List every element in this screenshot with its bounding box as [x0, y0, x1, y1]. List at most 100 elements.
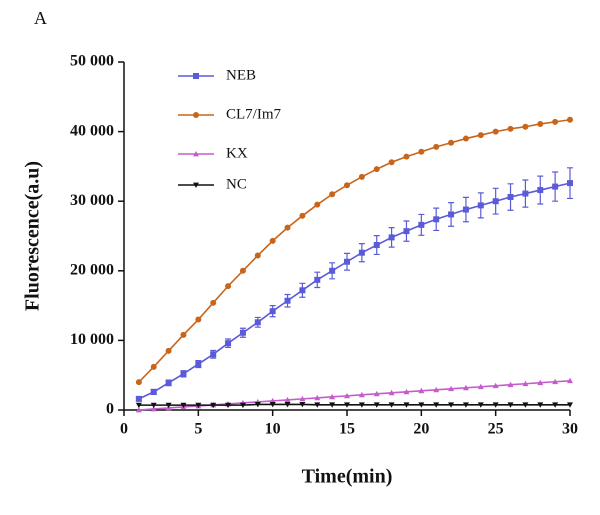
marker [284, 402, 291, 408]
marker [210, 299, 217, 306]
marker [239, 402, 246, 409]
y-tick-label: 40 000 [70, 122, 114, 139]
marker [403, 402, 410, 408]
marker [433, 386, 440, 393]
marker [254, 319, 261, 326]
marker [403, 388, 410, 395]
marker [507, 125, 514, 132]
marker [195, 361, 202, 368]
marker [135, 379, 142, 386]
marker [344, 182, 350, 189]
marker [522, 190, 529, 197]
marker [225, 340, 232, 347]
marker [329, 393, 336, 400]
marker [462, 384, 469, 391]
marker [448, 139, 455, 146]
marker [537, 379, 544, 386]
marker [344, 258, 350, 265]
marker [567, 116, 573, 123]
marker [150, 402, 157, 409]
marker [567, 402, 573, 408]
marker [522, 402, 529, 408]
marker [373, 242, 380, 249]
marker [433, 143, 440, 150]
series-line [138, 182, 571, 400]
marker [165, 347, 172, 354]
marker [165, 402, 172, 409]
legend-label: KX [226, 145, 248, 161]
legend-label: CL7/Im7 [226, 106, 281, 122]
panel-label: A [34, 8, 47, 28]
marker [522, 123, 529, 130]
series-line [138, 118, 571, 383]
marker [344, 402, 350, 408]
marker [314, 394, 321, 401]
y-tick-label: 20 000 [70, 261, 114, 278]
marker [165, 379, 172, 386]
marker [477, 383, 484, 390]
x-tick-label: 10 [265, 421, 281, 438]
marker [462, 206, 469, 213]
marker [537, 402, 544, 408]
marker [239, 329, 246, 336]
marker [358, 402, 365, 408]
marker [373, 390, 380, 397]
marker [299, 287, 306, 294]
marker [462, 402, 469, 408]
marker [299, 402, 306, 408]
x-axis-label: Time(min) [302, 466, 393, 488]
y-tick-label: 0 [106, 401, 114, 418]
marker [344, 392, 350, 399]
marker [193, 73, 199, 79]
marker [329, 191, 336, 198]
marker [388, 159, 395, 166]
marker [567, 377, 573, 384]
marker [552, 378, 559, 385]
marker [180, 331, 187, 338]
marker [193, 151, 199, 157]
marker [537, 187, 544, 194]
marker [462, 135, 469, 142]
marker [314, 201, 321, 208]
marker [225, 283, 232, 290]
marker [448, 211, 455, 218]
marker [358, 391, 365, 398]
marker [418, 221, 425, 228]
marker [284, 396, 291, 403]
marker [269, 308, 276, 315]
marker [433, 402, 440, 408]
marker [254, 252, 261, 259]
marker [329, 267, 336, 274]
marker [433, 216, 440, 223]
marker [150, 363, 157, 370]
y-tick-label: 30 000 [70, 192, 114, 209]
marker [552, 118, 559, 125]
marker [537, 120, 544, 127]
marker [492, 198, 499, 205]
y-tick-label: 10 000 [70, 331, 114, 348]
marker [418, 148, 425, 155]
marker [135, 402, 142, 409]
x-tick-label: 5 [194, 421, 202, 438]
x-tick-label: 0 [120, 421, 128, 438]
marker [195, 316, 202, 323]
legend-label: NC [226, 176, 247, 192]
marker [373, 166, 380, 173]
marker [507, 381, 514, 388]
marker [507, 194, 514, 201]
marker [358, 249, 365, 256]
marker [388, 389, 395, 396]
marker [388, 234, 395, 241]
x-tick-label: 20 [413, 421, 429, 438]
marker [269, 397, 276, 404]
marker [135, 395, 142, 402]
marker [492, 382, 499, 389]
marker [299, 395, 306, 402]
y-axis-label: Fluorescence(a.u) [22, 161, 44, 311]
marker [314, 402, 321, 408]
marker [448, 385, 455, 392]
x-tick-label: 25 [488, 421, 504, 438]
marker [329, 402, 336, 408]
marker [195, 402, 202, 409]
marker [299, 212, 306, 219]
